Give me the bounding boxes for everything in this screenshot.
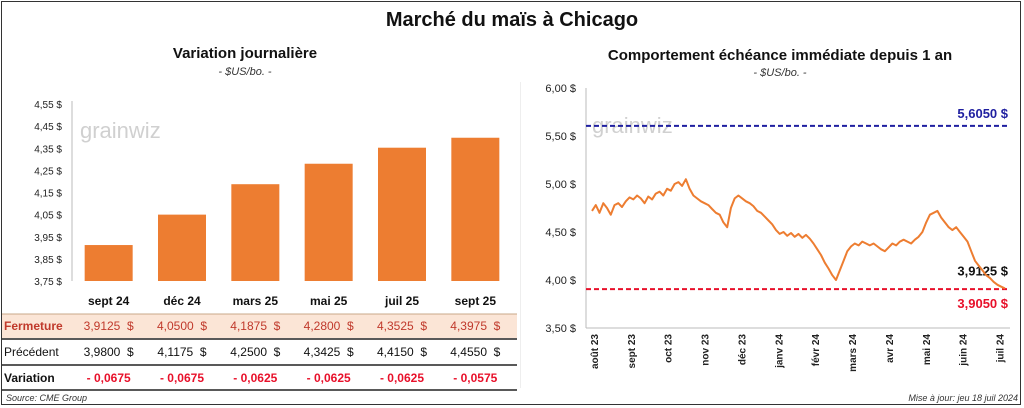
fermeture-row-bg bbox=[2, 314, 517, 338]
y-tick-label: 4,00 $ bbox=[545, 275, 576, 287]
bar bbox=[158, 214, 206, 281]
y-tick-label: 3,95 $ bbox=[34, 233, 62, 244]
line-chart-unit: - $US/bo. - bbox=[753, 67, 807, 79]
table-cell: 4,4150 $ bbox=[377, 345, 427, 359]
bar-chart-title: Variation journalière bbox=[172, 45, 318, 62]
x-tick-label: mars 24 bbox=[848, 334, 859, 372]
y-tick-label: 3,85 $ bbox=[34, 255, 62, 266]
y-tick-label: 4,55 $ bbox=[34, 100, 62, 111]
x-tick-label: mai 24 bbox=[922, 334, 933, 366]
x-tick-label: nov 23 bbox=[701, 334, 712, 366]
table-cell: 3,9800 $ bbox=[84, 345, 134, 359]
source-note: Source: CME Group bbox=[6, 393, 88, 403]
table-cell: 3,9125 $ bbox=[84, 319, 134, 333]
x-tick-label: oct 23 bbox=[664, 334, 675, 363]
x-category-label: mai 25 bbox=[310, 294, 348, 308]
x-tick-label: juil 24 bbox=[996, 334, 1007, 364]
table-cell: - 0,0625 bbox=[307, 371, 351, 385]
line-chart-title: Comportement échéance immédiate depuis 1… bbox=[607, 47, 953, 64]
table-row-label: Variation bbox=[4, 371, 55, 385]
bar bbox=[84, 245, 133, 281]
price-series-line bbox=[591, 178, 1006, 290]
table-cell: - 0,0625 bbox=[380, 371, 424, 385]
x-category-label: mars 25 bbox=[233, 294, 279, 308]
x-tick-label: juin 24 bbox=[959, 334, 970, 367]
table-cell: 4,0500 $ bbox=[157, 319, 207, 333]
table-cell: - 0,0575 bbox=[453, 371, 497, 385]
table-cell: 4,2800 $ bbox=[304, 319, 354, 333]
bar bbox=[451, 137, 500, 281]
y-tick-label: 3,75 $ bbox=[34, 277, 62, 288]
y-tick-label: 3,50 $ bbox=[545, 323, 576, 335]
watermark-logo: grainwiz bbox=[80, 118, 161, 143]
table-cell: 4,3525 $ bbox=[377, 319, 427, 333]
x-tick-label: sept 23 bbox=[627, 334, 638, 369]
y-tick-label: 4,35 $ bbox=[34, 144, 62, 155]
y-tick-label: 5,50 $ bbox=[545, 131, 576, 143]
bar bbox=[304, 163, 353, 281]
bar bbox=[378, 147, 426, 281]
table-cell: 4,4550 $ bbox=[450, 345, 500, 359]
table-cell: 4,1875 $ bbox=[230, 319, 280, 333]
x-category-label: déc 24 bbox=[163, 294, 201, 308]
x-tick-label: févr 24 bbox=[811, 334, 822, 367]
table-row-label: Précédent bbox=[4, 345, 59, 359]
bar-chart-unit: - $US/bo. - bbox=[218, 66, 272, 78]
bar bbox=[231, 184, 280, 281]
table-cell: 4,1175 $ bbox=[157, 345, 206, 359]
y-tick-label: 4,45 $ bbox=[34, 122, 62, 133]
x-category-label: sept 25 bbox=[455, 294, 497, 308]
y-tick-label: 4,15 $ bbox=[34, 189, 62, 200]
y-tick-label: 4,25 $ bbox=[34, 166, 62, 177]
low-value-label: 3,9050 $ bbox=[957, 296, 1008, 311]
y-tick-label: 6,00 $ bbox=[545, 83, 576, 95]
table-cell: 4,3975 $ bbox=[450, 319, 500, 333]
table-cell: - 0,0675 bbox=[160, 371, 204, 385]
y-tick-label: 4,50 $ bbox=[545, 227, 576, 239]
table-cell: 4,2500 $ bbox=[230, 345, 280, 359]
x-tick-label: août 23 bbox=[590, 334, 601, 369]
bar-chart: grainwiz 3,75 $ 3,85 $ 3,95 $ 4,05 $ 4,15 $ 4,… bbox=[2, 100, 517, 391]
table-cell: - 0,0625 bbox=[233, 371, 277, 385]
y-tick-label: 5,00 $ bbox=[545, 179, 576, 191]
update-note: Mise à jour: jeu 18 juil 2024 bbox=[908, 393, 1018, 403]
x-tick-label: janv 24 bbox=[774, 334, 785, 369]
high-value-label: 5,6050 $ bbox=[957, 106, 1008, 121]
x-category-label: juil 25 bbox=[384, 294, 419, 308]
x-category-label: sept 24 bbox=[88, 294, 130, 308]
table-cell: 4,3425 $ bbox=[304, 345, 354, 359]
y-tick-label: 4,05 $ bbox=[34, 211, 62, 222]
x-tick-label: déc 23 bbox=[737, 334, 748, 366]
table-cell: - 0,0675 bbox=[87, 371, 131, 385]
main-title: Marché du maïs à Chicago bbox=[385, 9, 639, 31]
x-tick-label: avr 24 bbox=[885, 334, 896, 363]
table-row-label: Fermeture bbox=[4, 319, 63, 333]
